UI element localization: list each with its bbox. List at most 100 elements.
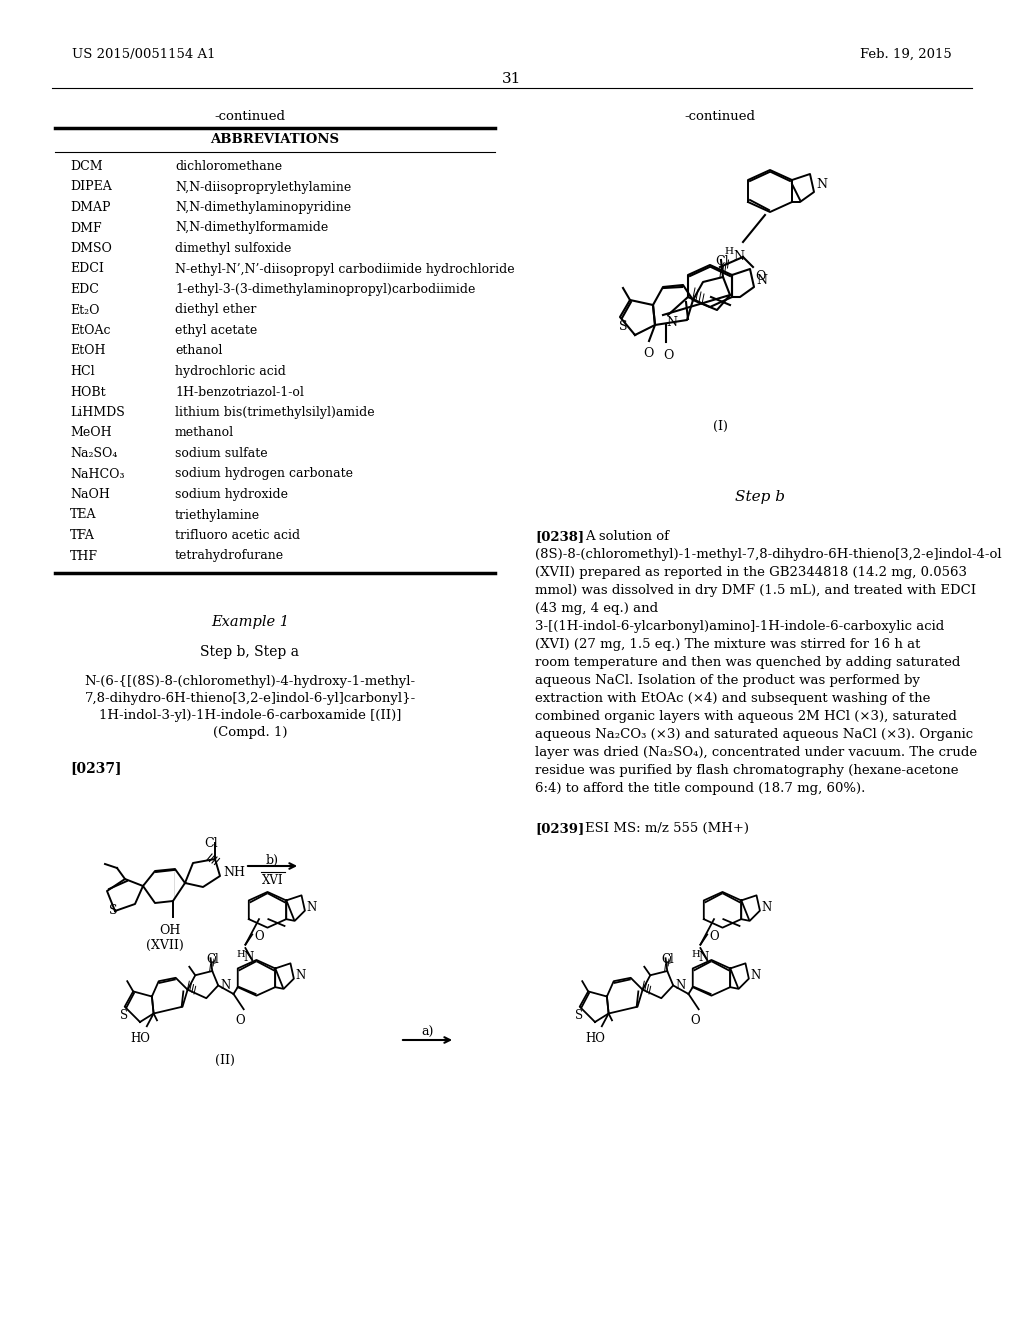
Text: Cl: Cl — [715, 255, 729, 268]
Text: HO: HO — [130, 1032, 150, 1045]
Text: H: H — [692, 950, 700, 958]
Text: 1H-indol-3-yl)-1H-indole-6-carboxamide [(II)]: 1H-indol-3-yl)-1H-indole-6-carboxamide [… — [98, 709, 401, 722]
Text: S: S — [618, 321, 628, 334]
Text: (Compd. 1): (Compd. 1) — [213, 726, 288, 739]
Text: O: O — [643, 347, 653, 360]
Text: S: S — [574, 1008, 583, 1022]
Text: methanol: methanol — [175, 426, 234, 440]
Text: N: N — [756, 273, 767, 286]
Text: aqueous Na₂CO₃ (×3) and saturated aqueous NaCl (×3). Organic: aqueous Na₂CO₃ (×3) and saturated aqueou… — [535, 729, 973, 741]
Text: N-(6-{[(8S)-8-(chloromethyl)-4-hydroxy-1-methyl-: N-(6-{[(8S)-8-(chloromethyl)-4-hydroxy-1… — [84, 675, 416, 688]
Text: tetrahydrofurane: tetrahydrofurane — [175, 549, 284, 562]
Text: DMSO: DMSO — [70, 242, 112, 255]
Text: TEA: TEA — [70, 508, 96, 521]
Text: N: N — [762, 900, 772, 913]
Text: (XVII): (XVII) — [146, 939, 184, 952]
Text: S: S — [120, 1008, 128, 1022]
Text: 31: 31 — [503, 73, 521, 86]
Text: N,N-dimethylaminopyridine: N,N-dimethylaminopyridine — [175, 201, 351, 214]
Text: [0238]: [0238] — [535, 531, 584, 543]
Text: Na₂SO₄: Na₂SO₄ — [70, 447, 118, 459]
Text: residue was purified by flash chromatography (hexane-acetone: residue was purified by flash chromatogr… — [535, 764, 958, 777]
Text: N: N — [244, 952, 254, 965]
Text: A solution of: A solution of — [585, 531, 669, 543]
Text: 6:4) to afford the title compound (18.7 mg, 60%).: 6:4) to afford the title compound (18.7 … — [535, 781, 865, 795]
Text: N-ethyl-N’,N’-diisopropyl carbodiimide hydrochloride: N-ethyl-N’,N’-diisopropyl carbodiimide h… — [175, 263, 515, 276]
Text: ESI MS: m/z 555 (MH+): ESI MS: m/z 555 (MH+) — [585, 822, 749, 836]
Text: N: N — [676, 979, 686, 991]
Text: 1H-benzotriazol-1-ol: 1H-benzotriazol-1-ol — [175, 385, 304, 399]
Text: (II): (II) — [215, 1055, 234, 1068]
Text: sodium sulfate: sodium sulfate — [175, 447, 267, 459]
Text: extraction with EtOAc (×4) and subsequent washing of the: extraction with EtOAc (×4) and subsequen… — [535, 692, 931, 705]
Text: EtOAc: EtOAc — [70, 323, 111, 337]
Text: ethanol: ethanol — [175, 345, 222, 358]
Text: O: O — [663, 348, 674, 362]
Text: (XVI) (27 mg, 1.5 eq.) The mixture was stirred for 16 h at: (XVI) (27 mg, 1.5 eq.) The mixture was s… — [535, 638, 921, 651]
Text: lithium bis(trimethylsilyl)amide: lithium bis(trimethylsilyl)amide — [175, 407, 375, 418]
Text: dimethyl sulfoxide: dimethyl sulfoxide — [175, 242, 292, 255]
Text: DIPEA: DIPEA — [70, 181, 112, 194]
Text: ethyl acetate: ethyl acetate — [175, 323, 257, 337]
Text: Step b, Step a: Step b, Step a — [201, 645, 299, 659]
Text: O: O — [690, 1014, 700, 1027]
Text: H: H — [237, 950, 246, 958]
Text: 1-ethyl-3-(3-dimethylaminopropyl)carbodiimide: 1-ethyl-3-(3-dimethylaminopropyl)carbodi… — [175, 282, 475, 296]
Text: hydrochloric acid: hydrochloric acid — [175, 366, 286, 378]
Text: O: O — [236, 1014, 245, 1027]
Text: MeOH: MeOH — [70, 426, 112, 440]
Text: US 2015/0051154 A1: US 2015/0051154 A1 — [72, 48, 215, 61]
Text: HOBt: HOBt — [70, 385, 105, 399]
Text: OH: OH — [160, 924, 180, 937]
Text: H: H — [724, 247, 733, 256]
Text: DMF: DMF — [70, 222, 101, 235]
Text: HCl: HCl — [70, 366, 94, 378]
Text: N: N — [751, 969, 761, 982]
Text: (XVII) prepared as reported in the GB2344818 (14.2 mg, 0.0563: (XVII) prepared as reported in the GB234… — [535, 566, 967, 579]
Text: N: N — [816, 178, 827, 191]
Text: (8S)-8-(chloromethyl)-1-methyl-7,8-dihydro-6H-thieno[3,2-e]indol-4-ol: (8S)-8-(chloromethyl)-1-methyl-7,8-dihyd… — [535, 548, 1001, 561]
Text: DMAP: DMAP — [70, 201, 111, 214]
Text: -continued: -continued — [684, 110, 756, 123]
Text: EDC: EDC — [70, 282, 99, 296]
Text: N: N — [296, 969, 306, 982]
Text: N: N — [733, 249, 744, 263]
Text: HO: HO — [585, 1032, 605, 1045]
Text: room temperature and then was quenched by adding saturated: room temperature and then was quenched b… — [535, 656, 961, 669]
Text: b): b) — [266, 854, 279, 867]
Text: NaHCO₃: NaHCO₃ — [70, 467, 125, 480]
Text: N: N — [698, 952, 709, 965]
Text: diethyl ether: diethyl ether — [175, 304, 256, 317]
Text: EtOH: EtOH — [70, 345, 105, 358]
Text: O: O — [709, 931, 719, 944]
Text: NH: NH — [223, 866, 245, 879]
Text: N: N — [221, 979, 231, 991]
Text: a): a) — [421, 1026, 434, 1039]
Text: layer was dried (Na₂SO₄), concentrated under vacuum. The crude: layer was dried (Na₂SO₄), concentrated u… — [535, 746, 977, 759]
Text: N: N — [666, 317, 677, 330]
Text: DCM: DCM — [70, 160, 102, 173]
Text: Feb. 19, 2015: Feb. 19, 2015 — [860, 48, 952, 61]
Text: trifluoro acetic acid: trifluoro acetic acid — [175, 529, 300, 543]
Text: (43 mg, 4 eq.) and: (43 mg, 4 eq.) and — [535, 602, 658, 615]
Text: EDCI: EDCI — [70, 263, 103, 276]
Text: 3-[(1H-indol-6-ylcarbonyl)amino]-1H-indole-6-carboxylic acid: 3-[(1H-indol-6-ylcarbonyl)amino]-1H-indo… — [535, 620, 944, 634]
Text: (I): (I) — [713, 420, 727, 433]
Text: N,N-diisoproprylethylamine: N,N-diisoproprylethylamine — [175, 181, 351, 194]
Text: [0237]: [0237] — [70, 762, 122, 775]
Text: Et₂O: Et₂O — [70, 304, 99, 317]
Text: TFA: TFA — [70, 529, 95, 543]
Text: N,N-dimethylformamide: N,N-dimethylformamide — [175, 222, 329, 235]
Text: mmol) was dissolved in dry DMF (1.5 mL), and treated with EDCI: mmol) was dissolved in dry DMF (1.5 mL),… — [535, 583, 976, 597]
Text: Cl: Cl — [204, 837, 218, 850]
Text: Cl: Cl — [662, 953, 674, 966]
Text: LiHMDS: LiHMDS — [70, 407, 125, 418]
Text: combined organic layers with aqueous 2M HCl (×3), saturated: combined organic layers with aqueous 2M … — [535, 710, 956, 723]
Text: dichloromethane: dichloromethane — [175, 160, 283, 173]
Text: N: N — [306, 900, 316, 913]
Text: -continued: -continued — [214, 110, 286, 123]
Text: ABBREVIATIONS: ABBREVIATIONS — [211, 133, 340, 147]
Text: 7,8-dihydro-6H-thieno[3,2-e]indol-6-yl]carbonyl}-: 7,8-dihydro-6H-thieno[3,2-e]indol-6-yl]c… — [84, 692, 416, 705]
Text: Step b: Step b — [735, 490, 785, 504]
Text: triethylamine: triethylamine — [175, 508, 260, 521]
